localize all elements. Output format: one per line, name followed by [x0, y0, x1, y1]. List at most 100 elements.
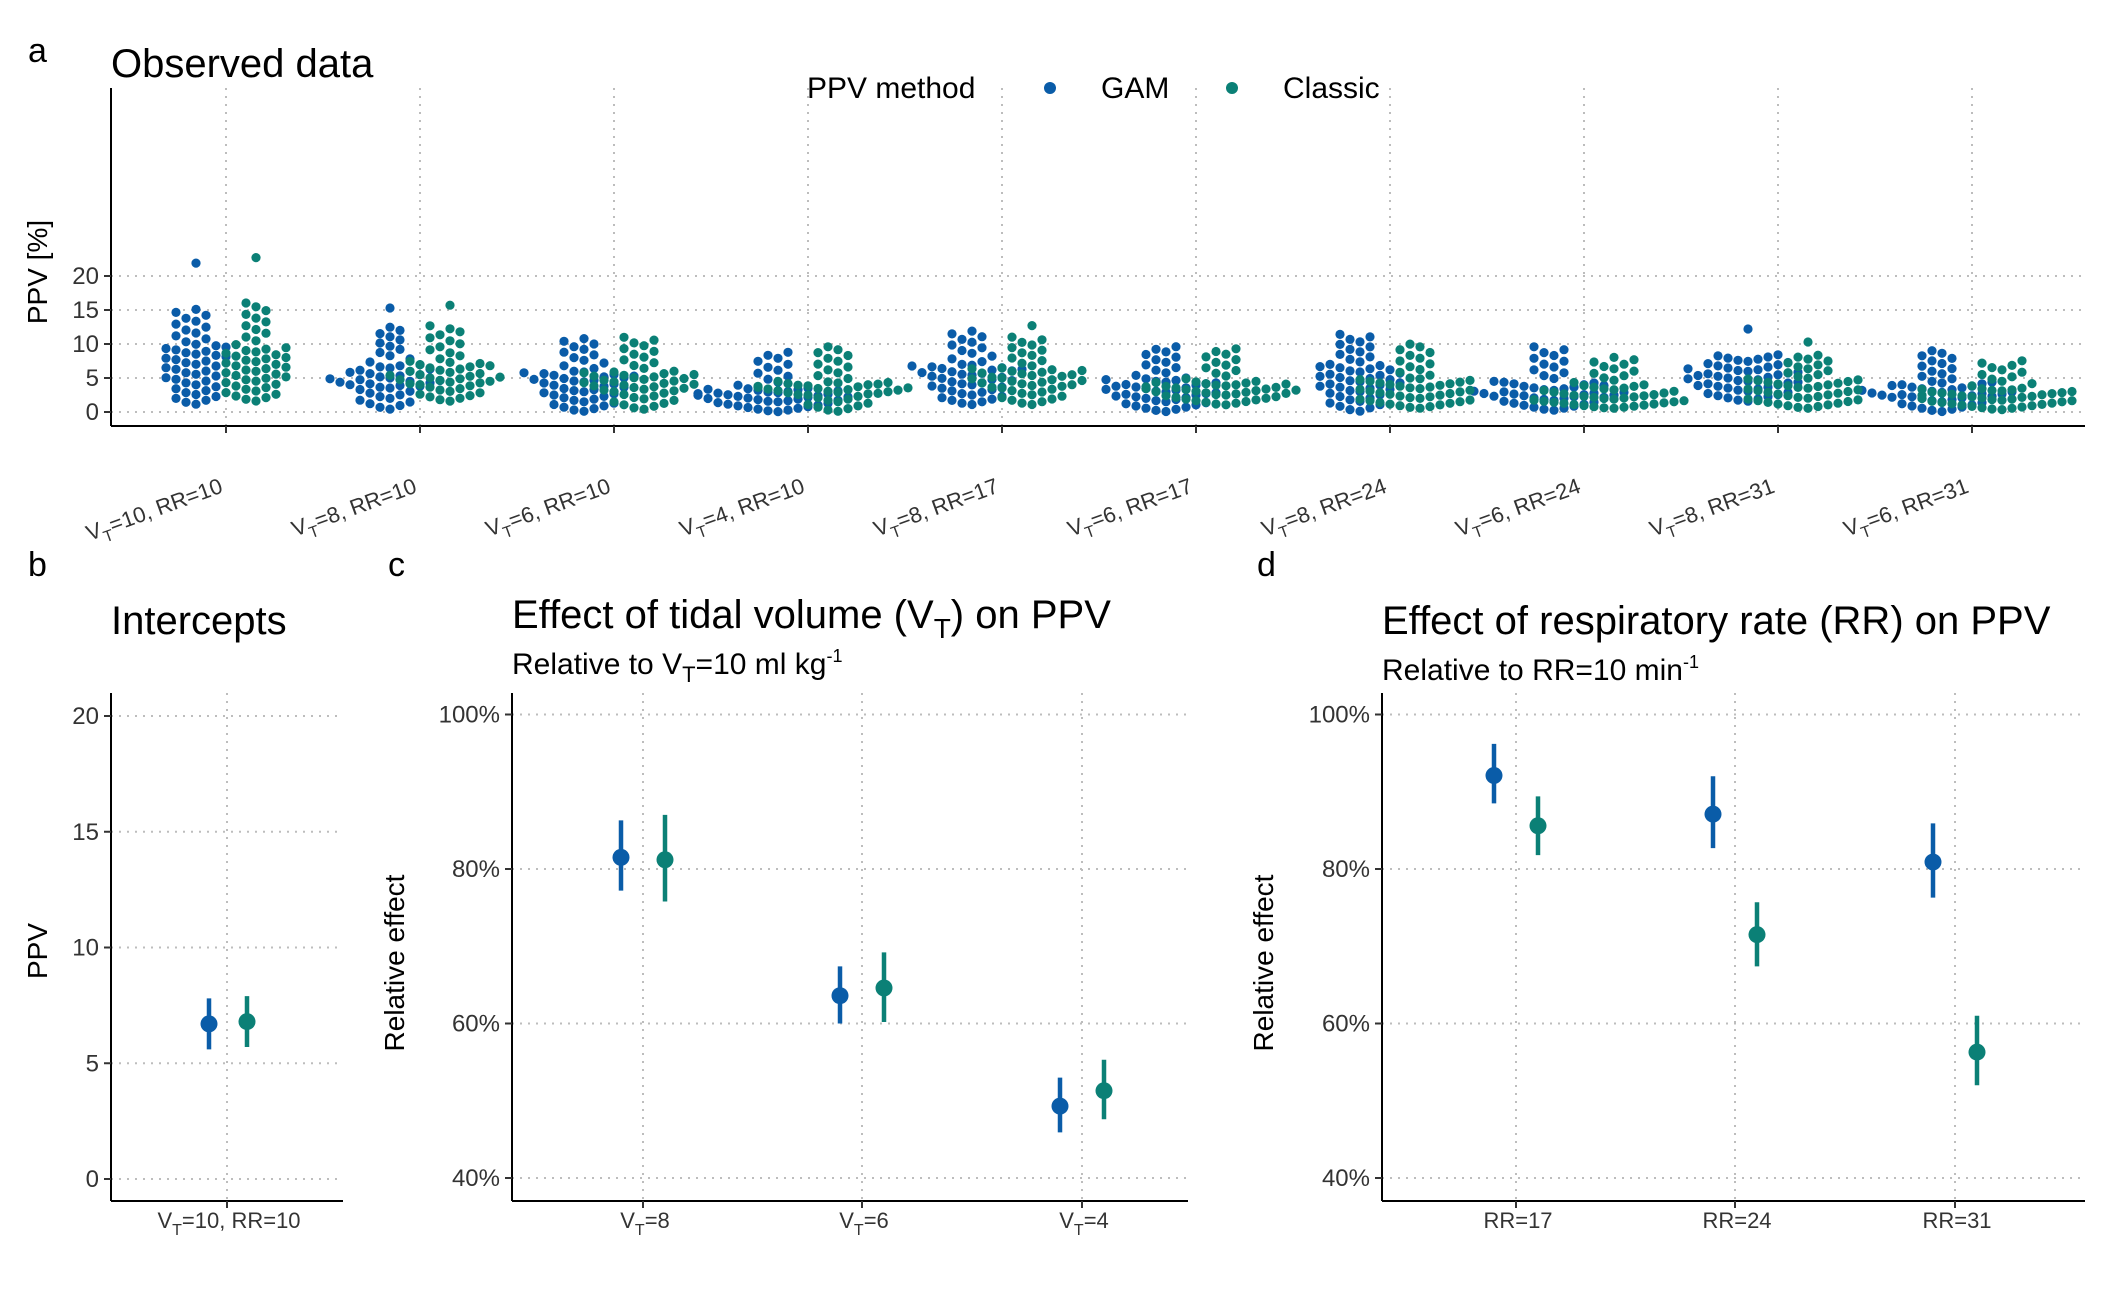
observed-point-gam	[977, 332, 987, 342]
observed-point-classic	[1047, 384, 1057, 394]
observed-point-gam	[1713, 371, 1723, 381]
observed-point-classic	[1037, 377, 1047, 387]
observed-point-gam	[1325, 379, 1335, 389]
observed-point-gam	[1509, 398, 1519, 408]
observed-point-gam	[201, 366, 211, 376]
observed-point-gam	[733, 380, 743, 390]
observed-point-classic	[1743, 384, 1753, 394]
observed-point-classic	[465, 371, 475, 381]
observed-point-gam	[1519, 381, 1529, 391]
observed-point-classic	[873, 388, 883, 398]
observed-point-gam	[1161, 347, 1171, 357]
observed-point-gam	[1907, 392, 1917, 402]
observed-point-gam	[1131, 382, 1141, 392]
observed-point-classic	[251, 376, 261, 386]
observed-point-gam	[579, 387, 589, 397]
observed-point-classic	[1017, 348, 1027, 358]
observed-point-classic	[813, 393, 823, 403]
observed-point-classic	[1395, 367, 1405, 377]
observed-point-classic	[1803, 403, 1813, 413]
observed-point-gam	[549, 380, 559, 390]
observed-point-classic	[1007, 386, 1017, 396]
observed-point-classic	[1773, 399, 1783, 409]
panel-c-y-tick-label: 100%	[439, 702, 500, 729]
observed-point-classic	[1793, 392, 1803, 402]
observed-point-gam	[1917, 371, 1927, 381]
observed-point-gam	[1877, 390, 1887, 400]
observed-point-classic	[1589, 392, 1599, 402]
observed-point-gam	[365, 357, 375, 367]
observed-point-classic	[2007, 403, 2017, 413]
observed-point-gam	[1937, 378, 1947, 388]
observed-point-gam	[375, 347, 385, 358]
observed-point-classic	[1987, 385, 1997, 395]
observed-point-classic	[241, 332, 251, 342]
observed-point-classic	[1365, 376, 1375, 386]
observed-point-gam	[1121, 389, 1131, 399]
observed-point-classic	[1753, 376, 1763, 386]
observed-point-gam	[1375, 370, 1385, 380]
panel-b-y-tick-label: 15	[72, 819, 99, 846]
observed-point-gam	[375, 382, 385, 392]
observed-point-classic	[1629, 366, 1639, 376]
observed-point-classic	[823, 405, 833, 415]
observed-point-classic	[425, 373, 435, 383]
observed-point-classic	[1813, 370, 1823, 380]
observed-point-classic	[1455, 387, 1465, 397]
observed-point-gam	[395, 335, 405, 345]
observed-point-classic	[251, 366, 261, 376]
observed-point-classic	[1201, 397, 1211, 407]
observed-point-gam	[763, 362, 773, 372]
observed-point-classic	[2047, 398, 2057, 408]
observed-point-classic	[843, 404, 853, 414]
observed-point-classic	[1415, 374, 1425, 384]
observed-point-classic	[1405, 362, 1415, 372]
observed-point-classic	[823, 395, 833, 405]
observed-point-gam	[987, 351, 997, 361]
observed-point-gam	[1529, 353, 1539, 363]
observed-point-classic	[689, 379, 699, 389]
observed-point-gam	[1335, 372, 1345, 383]
observed-point-gam	[375, 329, 385, 339]
observed-point-classic	[609, 377, 619, 387]
observed-point-gam	[559, 336, 569, 346]
observed-point-classic	[1017, 398, 1027, 408]
observed-point-classic	[833, 406, 843, 416]
panel-b-y-tick-label: 5	[86, 1050, 99, 1077]
observed-point-classic	[1843, 386, 1853, 397]
observed-point-classic	[599, 385, 609, 395]
observed-point-gam	[579, 397, 589, 407]
observed-point-classic	[435, 365, 445, 375]
observed-point-classic	[1967, 381, 1977, 391]
observed-point-gam	[1539, 404, 1549, 414]
observed-point-classic	[1649, 399, 1659, 409]
observed-point-gam	[1355, 367, 1365, 377]
observed-point-classic	[1365, 396, 1375, 406]
observed-point-classic	[2057, 397, 2067, 407]
observed-point-gam	[161, 373, 171, 383]
observed-point-classic	[1211, 357, 1221, 367]
observed-point-gam	[345, 380, 355, 390]
observed-point-gam	[1559, 345, 1569, 355]
observed-point-gam	[1937, 348, 1947, 358]
observed-point-gam	[559, 373, 569, 384]
observed-point-classic	[1405, 393, 1415, 403]
panel-a-x-tick-label: VT=6, RR=24	[1452, 473, 1586, 547]
observed-point-gam	[559, 393, 569, 403]
observed-point-classic	[997, 393, 1007, 403]
observed-point-gam	[1345, 395, 1355, 405]
observed-point-classic	[1539, 396, 1549, 406]
observed-point-classic	[465, 381, 475, 391]
observed-point-gam	[1111, 381, 1121, 391]
observed-point-classic	[589, 381, 599, 391]
observed-point-gam	[763, 374, 773, 384]
panel-d-letter: d	[1257, 546, 1276, 584]
observed-point-classic	[445, 336, 455, 346]
observed-point-gam	[211, 371, 221, 381]
observed-point-classic	[405, 366, 415, 376]
observed-point-gam	[385, 404, 395, 414]
observed-point-classic	[1813, 381, 1823, 392]
observed-point-gam	[1171, 363, 1181, 373]
observed-point-gam	[713, 388, 723, 398]
observed-point-gam	[753, 356, 763, 366]
